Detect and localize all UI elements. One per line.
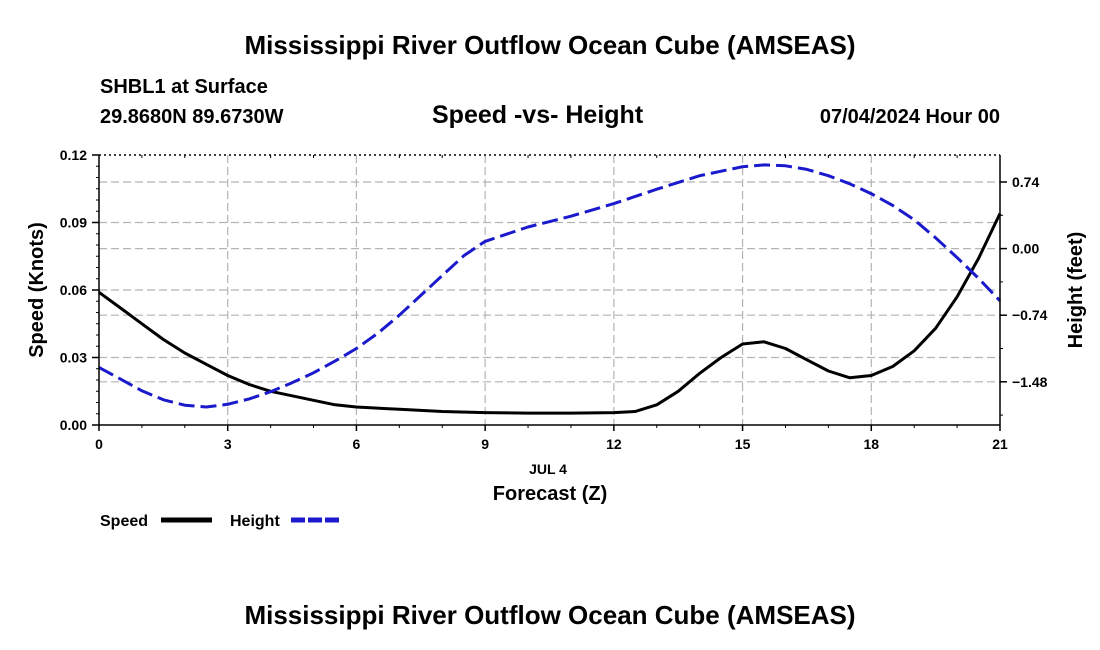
page-title: Mississippi River Outflow Ocean Cube (AM… xyxy=(244,30,856,60)
x-tick-label: 18 xyxy=(863,436,879,452)
tick-layer: 0 3 6 9 12 15 18 21 0.00 0.03 0.06 0.09 0.12 −1.48 −0.… xyxy=(60,147,1048,452)
x-tick-label: 6 xyxy=(353,436,361,452)
y-tick-label: 0.09 xyxy=(60,215,87,231)
x-tick-label: 3 xyxy=(224,436,232,452)
height-series-line xyxy=(98,163,1002,409)
y-tick-label: 0.03 xyxy=(60,350,87,366)
x-tick-label: 0 xyxy=(95,436,103,452)
y-tick-label: 0.00 xyxy=(60,417,87,433)
legend-speed-label: Speed xyxy=(100,513,148,530)
footer-title: Mississippi River Outflow Ocean Cube (AM… xyxy=(244,600,856,630)
y2-axis-label: Height (feet) xyxy=(1065,232,1087,349)
legend-height-label: Height xyxy=(230,513,280,530)
datetime-label: 07/04/2024 Hour 00 xyxy=(819,106,1000,128)
y2-tick-label: −0.74 xyxy=(1012,307,1048,323)
y2-tick-label: 0.74 xyxy=(1012,174,1039,190)
x-tick-label: 12 xyxy=(606,436,622,452)
chart-title: Speed -vs- Height xyxy=(432,101,644,129)
speed-height-chart: 0 3 6 9 12 15 18 21 0.00 0.03 0.06 0.09 0.12 −1.48 −0.… xyxy=(26,147,1087,530)
y2-tick-label: −1.48 xyxy=(1012,374,1048,390)
coordinates-label: 29.8680N 89.6730W xyxy=(100,106,284,128)
y-tick-label: 0.12 xyxy=(60,147,87,163)
speed-series-line xyxy=(98,212,1002,415)
grid-layer xyxy=(99,155,1000,425)
x-tick-label: 9 xyxy=(481,436,489,452)
x-date-label: JUL 4 xyxy=(529,461,567,477)
y-tick-label: 0.06 xyxy=(60,282,87,298)
x-axis-label: Forecast (Z) xyxy=(493,483,607,505)
series-layer xyxy=(98,163,1002,415)
legend: Speed Height xyxy=(100,513,342,530)
station-label: SHBL1 at Surface xyxy=(100,76,268,98)
x-tick-label: 21 xyxy=(992,436,1008,452)
x-tick-label: 15 xyxy=(735,436,751,452)
y-axis-label: Speed (Knots) xyxy=(26,222,48,358)
y2-tick-label: 0.00 xyxy=(1012,241,1039,257)
